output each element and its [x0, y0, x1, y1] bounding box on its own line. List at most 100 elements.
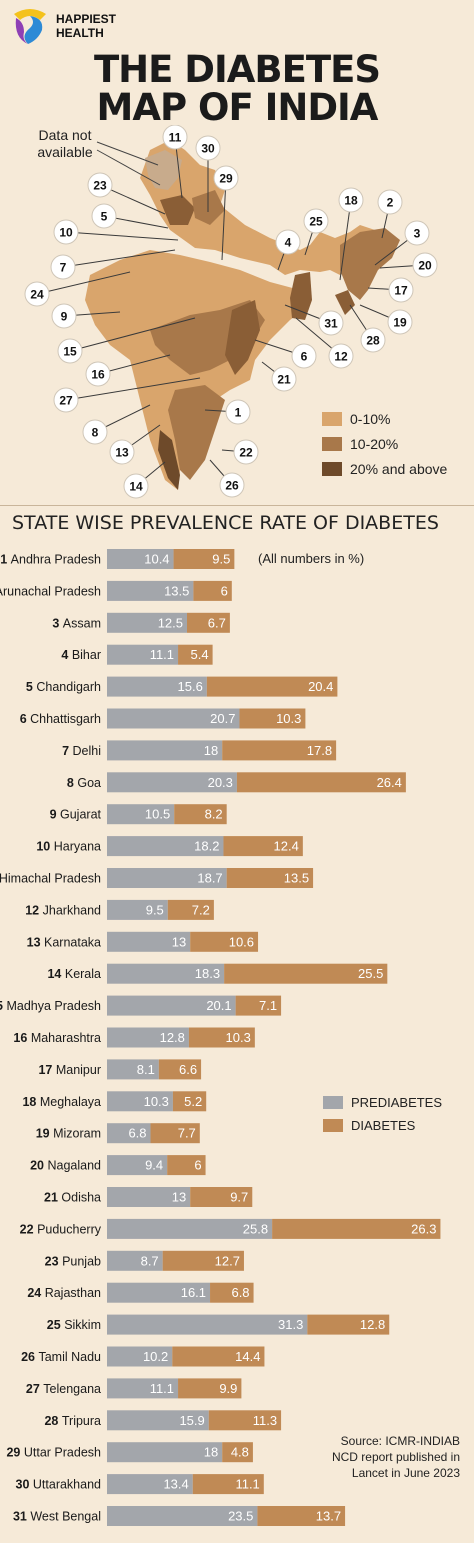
- value-label-diabetes: 14.4: [235, 1349, 260, 1364]
- bar-prediabetes: [107, 836, 224, 857]
- value-label-prediabetes: 18: [204, 1445, 218, 1460]
- bar-prediabetes: [107, 804, 175, 825]
- value-label-diabetes: 12.4: [274, 839, 299, 854]
- map-marker-label: 7: [60, 261, 67, 275]
- map-legend-swatch: [322, 437, 342, 451]
- bar-prediabetes: [107, 580, 194, 601]
- value-label-diabetes: 9.9: [219, 1381, 237, 1396]
- value-label-prediabetes: 15.6: [178, 679, 203, 694]
- bar-prediabetes: [107, 995, 236, 1016]
- bar-row: 28 Tripura 15.9 11.3: [44, 1410, 282, 1431]
- category-label: 2 Arunachal Pradesh: [0, 584, 101, 598]
- bar-row: 23 Punjab 8.7 12.7: [45, 1250, 244, 1271]
- map-marker-leader: [65, 231, 179, 241]
- bar-prediabetes: [107, 1506, 258, 1526]
- bar-diabetes: [239, 708, 306, 729]
- bar-prediabetes: [107, 1378, 179, 1399]
- bar-diabetes: [190, 1187, 253, 1207]
- value-label-diabetes: 12.7: [215, 1253, 240, 1268]
- map-marker-label: 23: [93, 179, 107, 193]
- bar-row: 3 Assam 12.5 6.7: [52, 612, 230, 633]
- bar-row: 25 Sikkim 31.3 12.8: [47, 1314, 390, 1335]
- value-label-diabetes: 17.8: [307, 743, 332, 758]
- bar-prediabetes: [107, 612, 187, 633]
- bar-diabetes: [172, 1346, 265, 1367]
- value-label-diabetes: 13.5: [284, 871, 309, 886]
- bar-diabetes: [190, 931, 259, 952]
- value-label-diabetes: 8.2: [205, 807, 223, 822]
- bar-prediabetes: [107, 1027, 189, 1048]
- value-label-diabetes: 9.7: [230, 1190, 248, 1205]
- page-title-line1: THE DIABETES: [93, 48, 381, 91]
- category-label: 23 Punjab: [45, 1254, 101, 1268]
- legend-diabetes-label: DIABETES: [351, 1118, 416, 1133]
- map-marker-circle: [50, 254, 76, 280]
- map-marker-circle: [57, 338, 83, 364]
- value-label-diabetes: 10.3: [276, 711, 301, 726]
- bar-prediabetes: [107, 1442, 223, 1463]
- value-label-diabetes: 6: [194, 1158, 201, 1173]
- value-label-diabetes: 9.5: [212, 552, 230, 567]
- bar-diabetes: [222, 740, 337, 761]
- bar-diabetes: [226, 868, 314, 888]
- bar-prediabetes: [107, 549, 174, 569]
- bar-diabetes: [257, 1506, 346, 1526]
- map-marker-label: 8: [92, 426, 99, 440]
- bar-diabetes: [150, 1123, 200, 1144]
- bar-diabetes: [167, 899, 214, 920]
- map-marker-circle: [51, 303, 77, 329]
- bar-row: 7 Delhi 18 17.8: [62, 740, 337, 761]
- map-marker-circle: [53, 219, 79, 245]
- map-marker-label: 3: [414, 227, 421, 241]
- value-label-diabetes: 5.4: [191, 647, 209, 662]
- map-marker-circle: [271, 366, 297, 392]
- bar-row: 12 Jharkhand 9.5 7.2: [25, 899, 214, 920]
- value-label-diabetes: 10.6: [229, 934, 254, 949]
- value-label-diabetes: 20.4: [308, 679, 333, 694]
- bar-diabetes: [167, 1155, 206, 1176]
- map-marker-circle: [233, 439, 259, 465]
- value-label-diabetes: 11.1: [235, 1477, 259, 1492]
- bar-row: 6 Chhattisgarh 20.7 10.3: [20, 708, 306, 729]
- map-marker-label: 30: [201, 142, 215, 156]
- value-label-diabetes: 4.8: [231, 1445, 249, 1460]
- map-marker-label: 14: [129, 480, 143, 494]
- value-label-diabetes: 12.8: [360, 1317, 385, 1332]
- map-marker-label: 22: [239, 446, 253, 460]
- map-legend-label: 10-20%: [350, 436, 398, 452]
- category-label: 21 Odisha: [44, 1191, 101, 1205]
- bar-row: 27 Telengana 11.1 9.9: [26, 1378, 242, 1399]
- na-label-line: Data not: [39, 127, 92, 143]
- map-legend-swatch: [322, 462, 342, 476]
- map-marker-label: 26: [225, 479, 239, 493]
- map-marker-label: 19: [393, 316, 407, 330]
- value-label-prediabetes: 18.7: [197, 871, 222, 886]
- bar-diabetes: [178, 1378, 242, 1399]
- value-label-diabetes: 7.1: [259, 998, 277, 1013]
- value-label-prediabetes: 12.5: [158, 615, 183, 630]
- bar-diabetes: [224, 963, 388, 984]
- bar-prediabetes: [107, 1155, 168, 1176]
- bar-prediabetes: [107, 1282, 211, 1303]
- value-label-prediabetes: 15.9: [179, 1413, 204, 1428]
- na-label-line: available: [37, 144, 92, 160]
- map-marker-label: 2: [387, 196, 394, 210]
- bar-row: 31 West Bengal 23.5 13.7: [13, 1506, 346, 1526]
- map-marker-label: 31: [324, 317, 338, 331]
- value-label-prediabetes: 23.5: [228, 1509, 253, 1524]
- value-label-prediabetes: 25.8: [243, 1221, 268, 1236]
- map-marker-label: 10: [59, 226, 73, 240]
- bar-diabetes: [193, 580, 232, 601]
- map-marker-circle: [85, 361, 111, 387]
- bar-diabetes: [235, 995, 282, 1016]
- map-marker-label: 5: [101, 210, 108, 224]
- bar-prediabetes: [107, 899, 168, 920]
- bar-diabetes: [188, 1027, 255, 1048]
- category-label: 24 Rajasthan: [27, 1286, 101, 1300]
- bar-row: 26 Tamil Nadu 10.2 14.4: [21, 1346, 265, 1367]
- map-marker-circle: [275, 229, 301, 255]
- value-label-prediabetes: 13.4: [163, 1477, 188, 1492]
- bar-prediabetes: [107, 1091, 173, 1112]
